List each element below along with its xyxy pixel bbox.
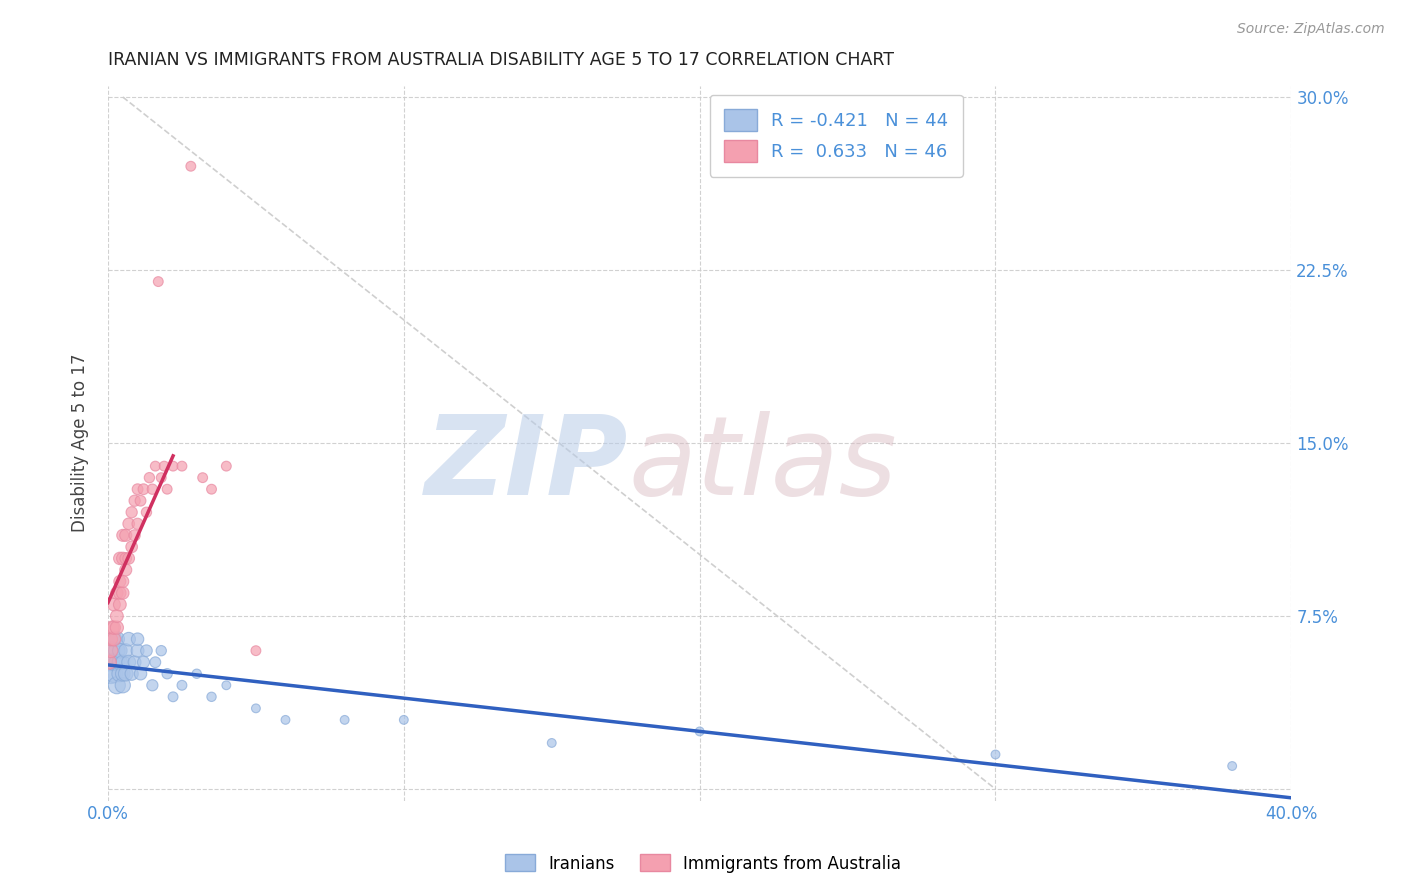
Point	[105, 632, 128, 647]
Point	[100, 643, 122, 657]
Legend: Iranians, Immigrants from Australia: Iranians, Immigrants from Australia	[498, 847, 908, 880]
Point	[180, 159, 202, 173]
Point	[108, 666, 131, 681]
Text: atlas: atlas	[628, 411, 897, 518]
Point	[108, 598, 131, 612]
Y-axis label: Disability Age 5 to 17: Disability Age 5 to 17	[72, 354, 89, 533]
Point	[111, 655, 134, 669]
Point	[100, 632, 122, 647]
Point	[118, 516, 141, 531]
Point	[129, 666, 152, 681]
Point	[121, 540, 143, 554]
Point	[148, 275, 170, 289]
Point	[245, 701, 267, 715]
Point	[114, 528, 136, 542]
Point	[103, 598, 125, 612]
Point	[150, 643, 173, 657]
Point	[105, 655, 128, 669]
Point	[143, 655, 166, 669]
Point	[274, 713, 297, 727]
Point	[105, 678, 128, 692]
Point	[111, 666, 134, 681]
Point	[105, 609, 128, 624]
Point	[108, 655, 131, 669]
Point	[108, 574, 131, 589]
Point	[108, 586, 131, 600]
Point	[186, 666, 208, 681]
Point	[114, 666, 136, 681]
Point	[135, 643, 157, 657]
Point	[138, 471, 160, 485]
Point	[162, 690, 184, 704]
Point	[103, 621, 125, 635]
Point	[127, 643, 149, 657]
Point	[111, 551, 134, 566]
Point	[127, 482, 149, 496]
Point	[103, 666, 125, 681]
Point	[114, 551, 136, 566]
Point	[111, 574, 134, 589]
Point	[108, 643, 131, 657]
Point	[215, 459, 238, 474]
Text: Source: ZipAtlas.com: Source: ZipAtlas.com	[1237, 22, 1385, 37]
Point	[105, 586, 128, 600]
Point	[124, 655, 146, 669]
Point	[135, 505, 157, 519]
Point	[127, 632, 149, 647]
Point	[984, 747, 1007, 762]
Point	[98, 655, 121, 669]
Point	[191, 471, 214, 485]
Point	[200, 482, 222, 496]
Point	[141, 482, 163, 496]
Point	[143, 459, 166, 474]
Point	[100, 643, 122, 657]
Text: IRANIAN VS IMMIGRANTS FROM AUSTRALIA DISABILITY AGE 5 TO 17 CORRELATION CHART: IRANIAN VS IMMIGRANTS FROM AUSTRALIA DIS…	[108, 51, 894, 69]
Point	[245, 643, 267, 657]
Point	[392, 713, 415, 727]
Point	[114, 643, 136, 657]
Point	[118, 632, 141, 647]
Legend: R = -0.421   N = 44, R =  0.633   N = 46: R = -0.421 N = 44, R = 0.633 N = 46	[710, 95, 963, 177]
Point	[118, 655, 141, 669]
Point	[132, 655, 155, 669]
Point	[100, 666, 122, 681]
Point	[124, 493, 146, 508]
Point	[156, 482, 179, 496]
Point	[118, 551, 141, 566]
Text: ZIP: ZIP	[425, 411, 628, 518]
Point	[121, 666, 143, 681]
Point	[103, 632, 125, 647]
Point	[111, 586, 134, 600]
Point	[1220, 759, 1243, 773]
Point	[124, 528, 146, 542]
Point	[170, 678, 193, 692]
Point	[215, 678, 238, 692]
Point	[540, 736, 562, 750]
Point	[111, 678, 134, 692]
Point	[333, 713, 356, 727]
Point	[103, 632, 125, 647]
Point	[156, 666, 179, 681]
Point	[162, 459, 184, 474]
Point	[114, 563, 136, 577]
Point	[150, 471, 173, 485]
Point	[141, 678, 163, 692]
Point	[200, 690, 222, 704]
Point	[108, 551, 131, 566]
Point	[132, 482, 155, 496]
Point	[153, 459, 176, 474]
Point	[121, 505, 143, 519]
Point	[170, 459, 193, 474]
Point	[105, 643, 128, 657]
Point	[100, 655, 122, 669]
Point	[111, 528, 134, 542]
Point	[101, 621, 124, 635]
Point	[129, 493, 152, 508]
Point	[689, 724, 711, 739]
Point	[105, 621, 128, 635]
Point	[103, 655, 125, 669]
Point	[127, 516, 149, 531]
